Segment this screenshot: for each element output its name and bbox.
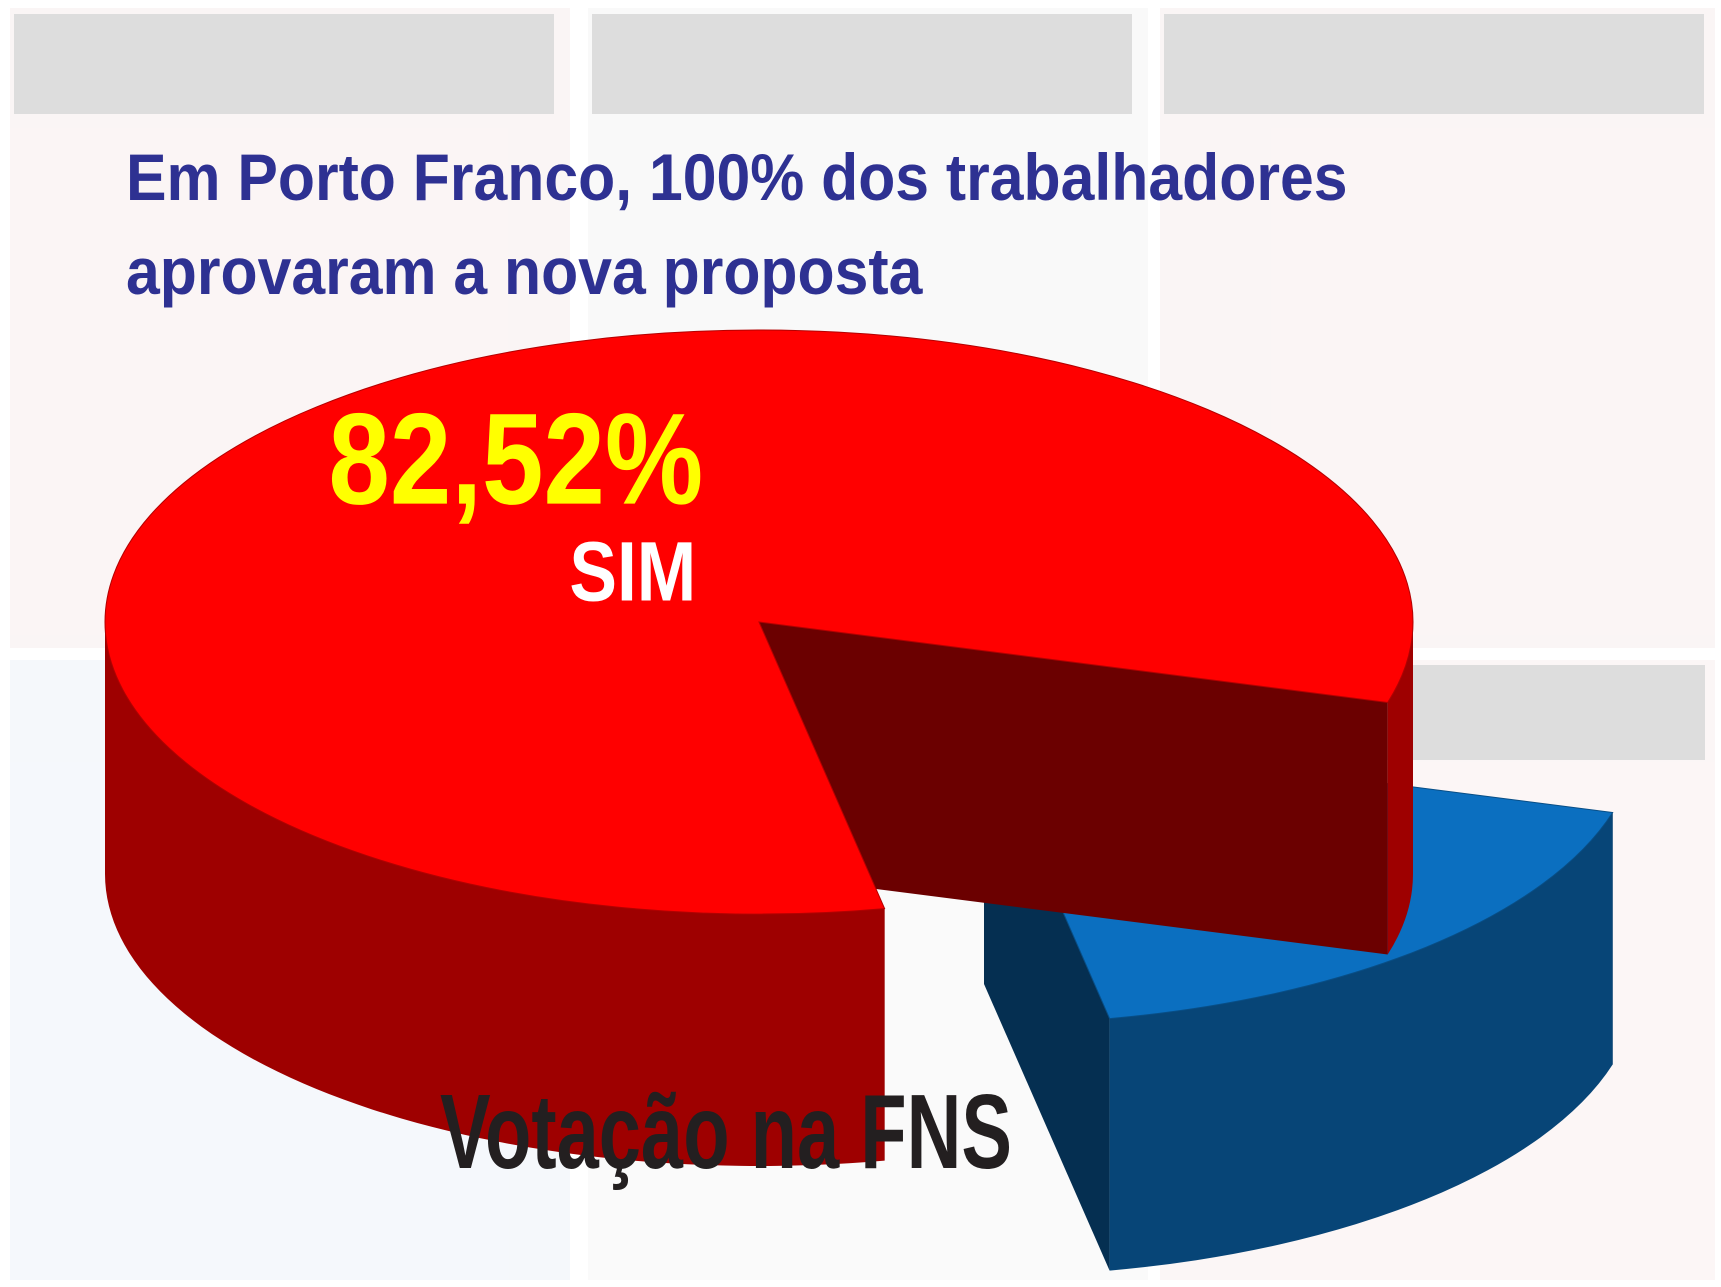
chart-title: Em Porto Franco, 100% dos trabalhadores … (126, 140, 1348, 308)
slice-wall (1387, 622, 1413, 955)
slice-cut-face (759, 622, 1388, 955)
slice-wall (105, 622, 885, 1166)
category-label: SIM (569, 524, 696, 619)
slice-wall (1109, 812, 1613, 1271)
chart-subtitle: Votação na FNS (440, 1073, 1012, 1191)
pie: 17,48%NÃO82,52%SIM (104, 329, 1614, 1271)
value-label: 82,52% (328, 386, 703, 531)
slice (104, 329, 1414, 915)
